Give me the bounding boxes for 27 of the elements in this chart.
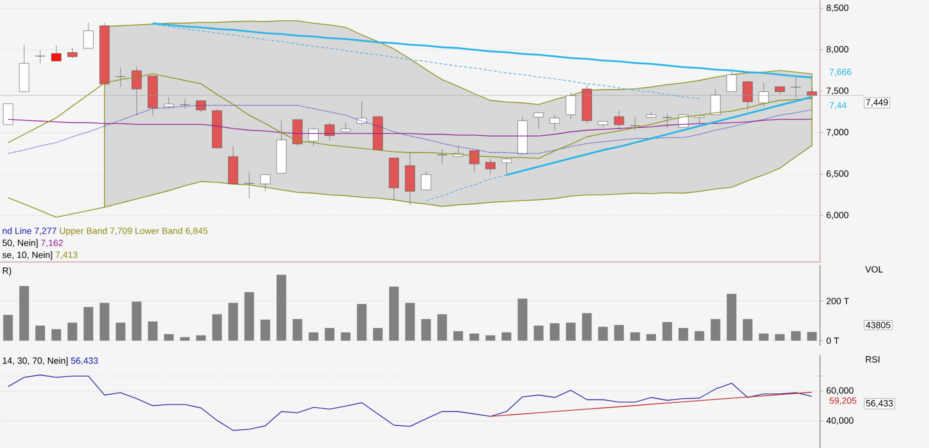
- y-tick-label: 8,500: [826, 4, 848, 12]
- y-tick-label: 6,000: [826, 212, 848, 220]
- text: 59,205: [830, 397, 856, 405]
- text: 7,44: [830, 102, 846, 110]
- annotation: Upper Band 7,709 Lower Band 6,845: [60, 227, 208, 236]
- ref-line-label: 7,449: [866, 99, 888, 107]
- annotation: nd Line 7,277: [2, 227, 56, 236]
- y-tick-label: 7,000: [826, 128, 848, 136]
- y-tick-label: 60,000: [826, 387, 854, 395]
- text: 43805: [866, 322, 890, 328]
- annotation: R): [2, 267, 12, 276]
- text: 56,433: [866, 400, 893, 408]
- annotation: 56,433: [71, 357, 98, 365]
- y-axis-title: RSI: [866, 356, 880, 363]
- y-tick-label: 7,500: [826, 87, 848, 95]
- y-tick-label: 200 T: [826, 298, 849, 304]
- annotation: 14, 30, 70, Nein]: [2, 357, 68, 366]
- y-tick-label: 6,500: [826, 170, 848, 178]
- annotation: se, 10, Nein]: [2, 251, 52, 260]
- y-tick-label: 8,000: [826, 46, 848, 54]
- y-axis-title: VOL: [865, 266, 883, 273]
- text: 7,666: [830, 68, 852, 76]
- y-tick-label: 40,000: [826, 417, 854, 425]
- annotation: 7,162: [41, 240, 63, 248]
- y-tick-label: 0 T: [826, 337, 839, 344]
- annotation: 7,413: [56, 252, 78, 260]
- annotation: 50, Nein]: [2, 239, 38, 248]
